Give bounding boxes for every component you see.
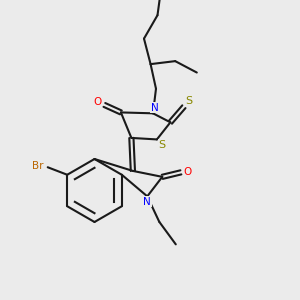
Text: S: S (159, 140, 166, 150)
Text: S: S (186, 96, 193, 106)
Text: O: O (94, 97, 102, 107)
Text: O: O (183, 167, 192, 177)
Text: N: N (143, 197, 151, 207)
Text: N: N (151, 103, 158, 113)
Text: Br: Br (32, 161, 44, 171)
